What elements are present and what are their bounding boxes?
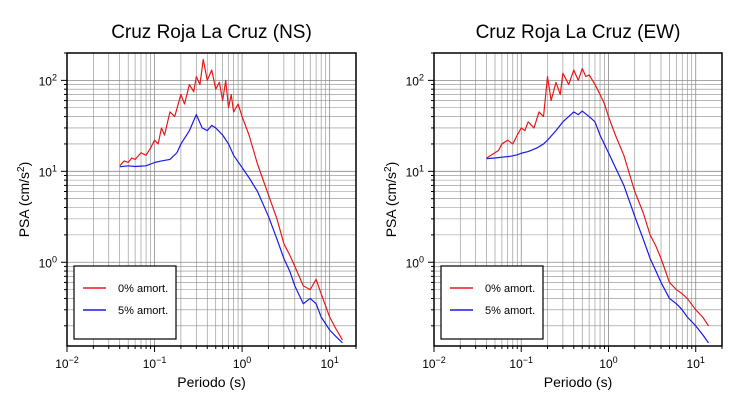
plot-frame bbox=[433, 52, 723, 347]
series-line-undamped bbox=[119, 58, 343, 341]
chart-panel-2: 10−2 10−1 100 101 100 101 102 Cruz Roja La Cruz… bbox=[383, 22, 723, 390]
legend-box bbox=[73, 265, 177, 340]
x-tick-label: 101 bbox=[687, 355, 705, 371]
y-tick-label: 101 bbox=[39, 163, 57, 179]
legend-label: 5% amort. bbox=[118, 305, 168, 317]
legend-label: 5% amort. bbox=[485, 305, 535, 317]
series-line-undamped bbox=[486, 67, 709, 327]
chart-panel-1: 10−2 10−1 100 101 100 101 102 Cruz Roja La Cruz… bbox=[16, 22, 357, 390]
legend-label: 0% amort. bbox=[118, 283, 168, 295]
y-axis-label: PSA (cm/s2) bbox=[16, 162, 32, 238]
legend-box bbox=[440, 265, 544, 340]
legend: 0% amort. 5% amort. bbox=[73, 265, 177, 340]
plot-frame bbox=[66, 52, 357, 347]
chart-title: Cruz Roja La Cruz (EW) bbox=[476, 22, 681, 43]
grid bbox=[66, 52, 357, 346]
x-tick-label: 101 bbox=[320, 355, 338, 371]
x-tick-label: 10−1 bbox=[509, 355, 533, 371]
chart-title: Cruz Roja La Cruz (NS) bbox=[111, 22, 312, 43]
series-line-damped bbox=[119, 114, 343, 344]
y-tick-label: 100 bbox=[406, 254, 424, 270]
legend: 0% amort. 5% amort. bbox=[440, 265, 544, 340]
x-tick-label: 100 bbox=[233, 355, 251, 371]
y-axis-label: PSA (cm/s2) bbox=[383, 162, 399, 238]
x-tick-label: 10−2 bbox=[422, 355, 446, 371]
y-tick-label: 101 bbox=[406, 163, 424, 179]
y-tick-label: 102 bbox=[39, 72, 57, 88]
x-axis-label: Periodo (s) bbox=[544, 374, 612, 390]
legend-label: 0% amort. bbox=[485, 283, 535, 295]
y-tick-label: 102 bbox=[406, 72, 424, 88]
x-axis-label: Periodo (s) bbox=[177, 374, 245, 390]
x-tick-label: 10−1 bbox=[143, 355, 167, 371]
series-line-damped bbox=[486, 110, 709, 344]
x-tick-label: 10−2 bbox=[55, 355, 79, 371]
x-tick-label: 100 bbox=[599, 355, 617, 371]
y-tick-label: 100 bbox=[39, 254, 57, 270]
